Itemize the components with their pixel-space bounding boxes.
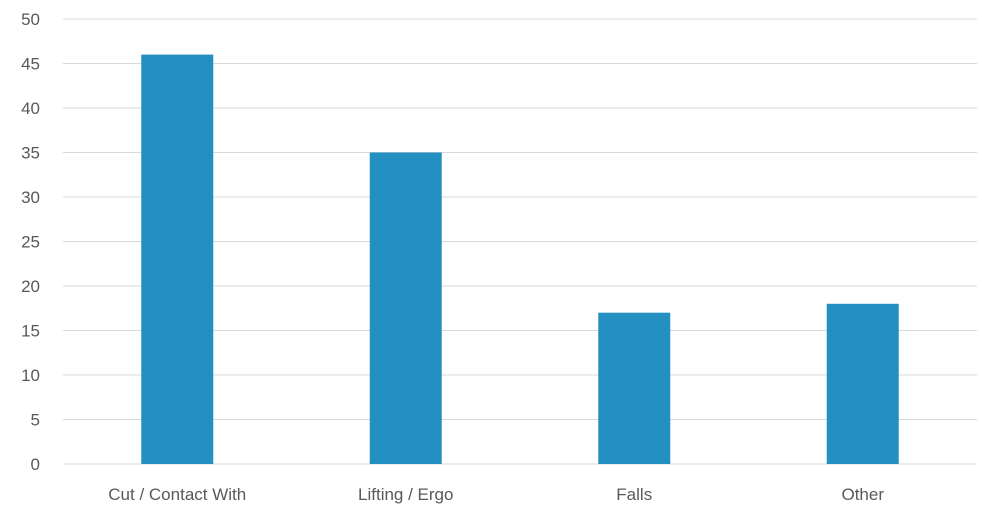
x-tick-label: Other (841, 485, 884, 504)
y-tick-label: 10 (21, 366, 40, 385)
y-tick-label: 50 (21, 10, 40, 29)
y-tick-label: 40 (21, 99, 40, 118)
y-axis-tick-labels: 0 5 10 15 20 25 30 35 40 45 50 (21, 10, 40, 474)
gridlines (63, 18, 977, 465)
bar-0 (141, 54, 214, 464)
y-tick-label: 45 (21, 55, 40, 74)
y-tick-label: 5 (31, 411, 40, 430)
bar-2 (598, 312, 671, 464)
bar-3 (826, 303, 899, 464)
bar-1 (369, 152, 442, 464)
x-tick-label: Falls (616, 485, 652, 504)
x-axis-tick-labels: Cut / Contact With Lifting / Ergo Falls Oth… (108, 485, 884, 504)
y-tick-label: 30 (21, 188, 40, 207)
y-tick-label: 15 (21, 322, 40, 341)
y-tick-label: 35 (21, 144, 40, 163)
x-tick-label: Cut / Contact With (108, 485, 246, 504)
y-tick-label: 0 (31, 455, 40, 474)
y-tick-label: 20 (21, 277, 40, 296)
x-tick-label: Lifting / Ergo (358, 485, 453, 504)
y-tick-label: 25 (21, 233, 40, 252)
bars (141, 54, 899, 464)
